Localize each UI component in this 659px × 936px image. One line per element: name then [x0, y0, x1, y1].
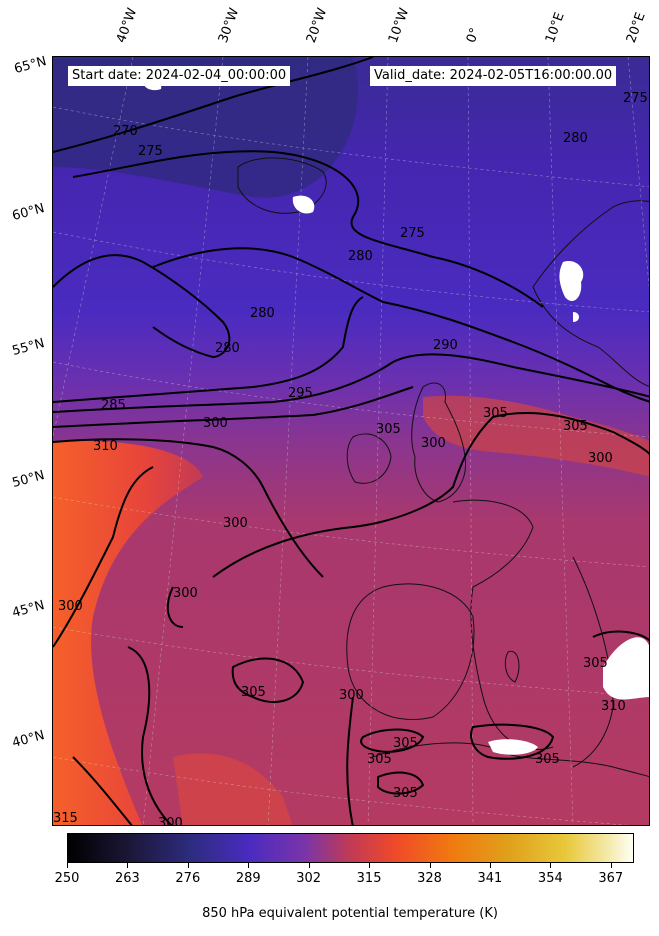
theta-e-field: 270 275 275 275 280 280 280 280 285 290 …: [53, 57, 649, 826]
lat-label-65n: 65°N: [12, 54, 49, 77]
contour-label: 305: [393, 736, 418, 751]
contour-label: 305: [535, 752, 560, 767]
lon-label-10e: 10°E: [542, 10, 568, 46]
colorbar-tick: [550, 863, 552, 868]
colorbar-tick-label: 276: [175, 871, 201, 886]
colorbar-tick: [248, 863, 250, 868]
lon-label-20e: 20°E: [623, 10, 649, 46]
colorbar: [67, 833, 634, 863]
contour-label: 300: [173, 586, 198, 601]
colorbar-tick-label: 315: [356, 871, 382, 886]
valid-date-label: Valid_date: 2024-02-05T16:00:00.00: [370, 66, 617, 86]
map-panel: 270 275 275 275 280 280 280 280 285 290 …: [52, 56, 650, 826]
contour-label: 305: [241, 685, 266, 700]
colorbar-tick: [127, 863, 129, 868]
contour-label: 305: [483, 406, 508, 421]
contour-label: 310: [601, 699, 626, 714]
contour-label: 285: [101, 398, 126, 413]
colorbar-tick-label: 250: [54, 871, 80, 886]
lon-label-40w: 40°W: [113, 6, 141, 45]
contour-label: 305: [393, 786, 418, 801]
colorbar-tick: [308, 863, 310, 868]
contour-label: 305: [563, 419, 588, 434]
colorbar-tick: [369, 863, 371, 868]
lon-label-10w: 10°W: [385, 6, 413, 45]
lat-label-60n: 60°N: [10, 201, 47, 224]
contour-label: 280: [563, 131, 588, 146]
colorbar-tick-label: 367: [598, 871, 624, 886]
lon-label-20w: 20°W: [303, 6, 331, 45]
contour-label: 300: [339, 688, 364, 703]
contour-label: 275: [623, 91, 648, 106]
colorbar-tick: [429, 863, 431, 868]
colorbar-tick-label: 341: [477, 871, 503, 886]
contour-label: 315: [53, 811, 78, 826]
contour-label: 280: [348, 249, 373, 264]
colorbar-tick-label: 328: [417, 871, 442, 886]
contour-label: 305: [376, 422, 401, 437]
contour-label: 295: [288, 386, 313, 401]
contour-label: 300: [58, 599, 83, 614]
colorbar-tick: [67, 863, 68, 868]
graticule: [53, 57, 649, 825]
contour-label: 280: [215, 341, 240, 356]
colorbar-tick-label: 263: [114, 871, 140, 886]
contour-label: 280: [250, 306, 275, 321]
contour-label: 290: [433, 338, 458, 353]
lat-label-50n: 50°N: [10, 468, 47, 491]
contour-label: 310: [93, 439, 118, 454]
contour-labels: 270 275 275 275 280 280 280 280 285 290 …: [53, 91, 648, 826]
lat-label-45n: 45°N: [10, 598, 47, 621]
lat-label-55n: 55°N: [10, 336, 47, 359]
missing-data: [143, 79, 649, 755]
colorbar-tick: [187, 863, 189, 868]
contour-label: 300: [588, 451, 613, 466]
colorbar-tick-label: 289: [235, 871, 261, 886]
lon-label-0: 0°: [463, 25, 484, 45]
contour-label: 300: [158, 816, 183, 826]
start-date-label: Start date: 2024-02-04_00:00:00: [68, 66, 291, 86]
contour-label: 275: [400, 226, 425, 241]
colorbar-tick-label: 302: [296, 871, 322, 886]
contour-label: 275: [138, 144, 163, 159]
contour-label: 270: [113, 124, 138, 139]
colorbar-title: 850 hPa equivalent potential temperature…: [202, 906, 498, 921]
colorbar-tick-label: 354: [537, 871, 563, 886]
contour-label: 300: [223, 516, 248, 531]
colorbar-tick: [610, 863, 612, 868]
colorbar-tick: [489, 863, 491, 868]
contour-label: 300: [203, 416, 228, 431]
contour-label: 305: [367, 752, 392, 767]
lat-label-40n: 40°N: [10, 728, 47, 751]
lon-label-30w: 30°W: [215, 6, 243, 45]
contours: [53, 57, 649, 825]
contour-label: 300: [421, 436, 446, 451]
contour-label: 305: [583, 656, 608, 671]
